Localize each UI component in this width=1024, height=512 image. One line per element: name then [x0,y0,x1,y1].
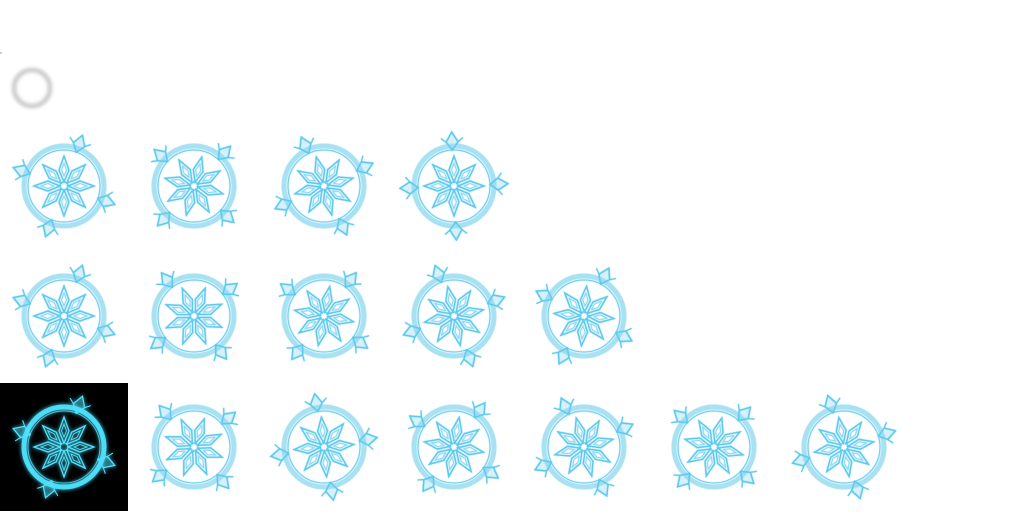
snowflake-frame [0,252,128,380]
snowflake-frame [390,252,518,380]
snowflake-emblem-icon [12,134,116,238]
snowflake-frame [130,383,258,511]
stray-pixel [0,52,2,54]
snowflake-frame [130,122,258,250]
snowflake-emblem-icon [533,396,635,498]
snowflake-emblem-icon [278,270,370,362]
snowflake-frame [390,122,518,250]
soft-ring-icon [11,67,53,109]
snowflake-emblem-icon [151,143,237,229]
snowflake-emblem-icon [273,135,375,237]
snowflake-frame [780,383,908,511]
snowflake-frame [650,383,778,511]
snowflake-frame [520,383,648,511]
soft-ring-sprite [0,62,60,118]
snowflake-frame [260,252,388,380]
snowflake-emblem-icon [671,404,757,490]
snowflake-emblem-icon [398,130,510,242]
snowflake-frame [520,252,648,380]
snowflake-emblem-icon [150,403,238,491]
snowflake-frame [130,252,258,380]
snowflake-emblem-icon [791,394,897,500]
glowing-snowflake-frame [0,383,128,511]
snowflake-emblem-icon [148,270,240,362]
snowflake-frame [260,383,388,511]
snowflake-emblem-icon [269,392,379,502]
snowflake-emblem-icon [408,401,500,493]
snowflake-emblem-icon [12,395,116,499]
snowflake-frame [0,122,128,250]
snowflake-emblem-icon [12,264,116,368]
snowflake-frame [390,383,518,511]
snowflake-emblem-icon [402,264,506,368]
snowflake-frame [260,122,388,250]
snowflake-emblem-icon [534,266,634,366]
